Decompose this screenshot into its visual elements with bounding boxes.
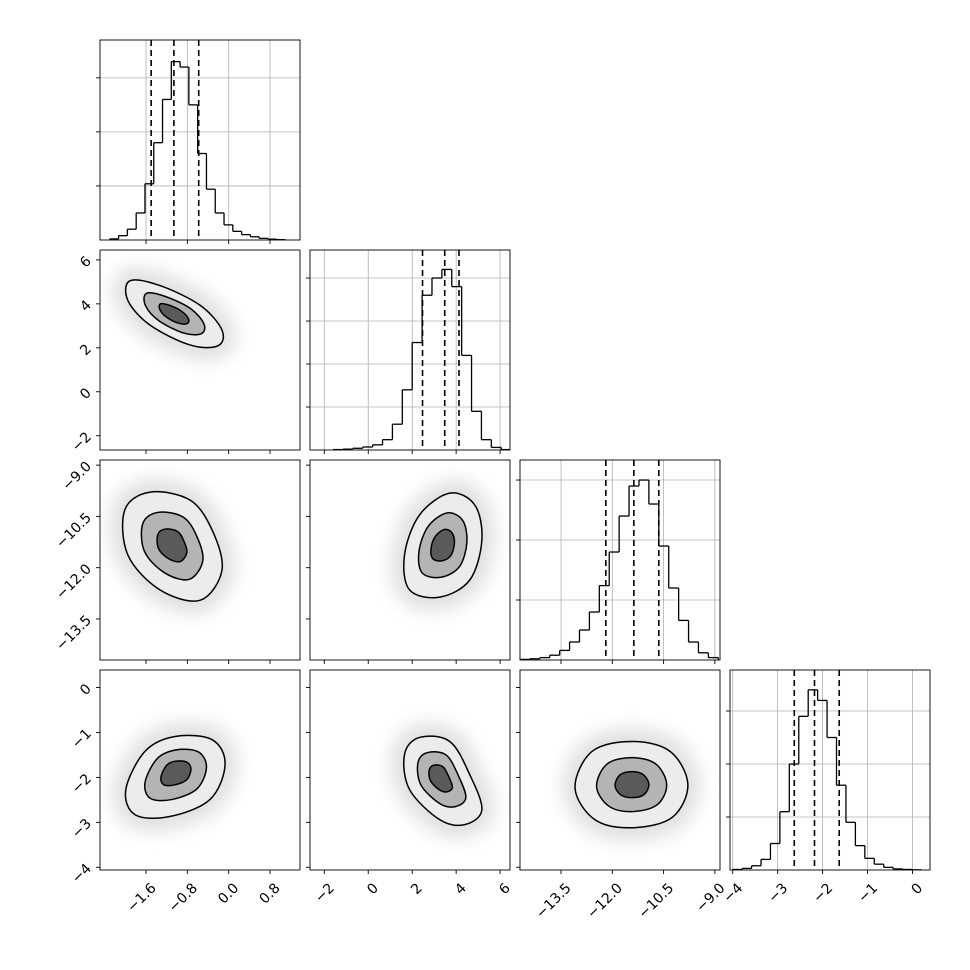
y-tick-label: 0	[77, 681, 95, 699]
x-tick-label: −2	[810, 880, 836, 906]
panel-frame	[99, 459, 301, 661]
x-tick-label: −1.6	[124, 880, 159, 915]
contours	[112, 722, 239, 832]
contour	[430, 528, 456, 562]
contour-panel: −13.5 −12.0 −10.5 −9.0	[53, 459, 301, 664]
x-tick-label: −0.8	[166, 880, 201, 915]
contours	[390, 479, 496, 611]
histogram	[332, 268, 510, 450]
histogram	[732, 689, 923, 870]
contours	[112, 266, 237, 361]
contour	[428, 764, 454, 793]
panel-frame	[519, 669, 721, 871]
panel-frame	[519, 459, 721, 661]
x-tick-label: −3	[765, 880, 791, 906]
contour	[614, 770, 650, 799]
x-tick-label: −4	[720, 880, 746, 906]
contour-panel: −13.5−12.0−10.5−9.0	[516, 669, 728, 922]
x-tick-label: 0	[364, 880, 382, 898]
contours	[109, 478, 236, 615]
y-tick-label: −9.0	[59, 459, 94, 494]
x-tick-label: −13.5	[533, 880, 575, 922]
y-tick-label: −13.5	[53, 612, 95, 654]
x-tick-label: −2	[312, 880, 338, 906]
y-tick-label: −2	[69, 771, 95, 797]
x-tick-label: 6	[496, 880, 514, 898]
panel-frame	[309, 249, 511, 451]
histogram-panel: −4 −3 −2 −1 0	[720, 669, 931, 906]
x-tick-label: −12.0	[584, 880, 626, 922]
histogram-panel	[306, 249, 511, 454]
x-tick-label: 0.8	[257, 880, 284, 907]
x-tick-label: −10.5	[636, 880, 678, 922]
y-tick-label: −1	[69, 726, 95, 752]
x-tick-label: −1	[855, 880, 881, 906]
y-tick-label: 6	[77, 253, 95, 271]
contour	[158, 302, 190, 325]
contours	[562, 728, 701, 841]
panel-frame	[309, 459, 511, 661]
histogram	[520, 479, 719, 660]
x-tick-label: 2	[408, 880, 426, 898]
contour-panel: −2 0 2 4 6	[306, 669, 514, 906]
y-tick-label: −2	[69, 429, 95, 455]
panel-frame	[99, 249, 301, 451]
panel-frame	[99, 39, 301, 241]
contour-panel	[306, 459, 511, 664]
contour	[160, 760, 192, 787]
y-tick-label: −12.0	[53, 561, 95, 603]
x-tick-label: 0.0	[215, 880, 242, 907]
histogram-panel	[96, 39, 301, 244]
panel-frame	[99, 669, 301, 871]
panel-frame	[729, 669, 931, 871]
y-tick-label: −10.5	[53, 510, 95, 552]
contour	[156, 528, 188, 563]
histogram	[109, 60, 287, 240]
panel-frame	[309, 669, 511, 871]
histogram-panel	[516, 459, 721, 664]
y-tick-label: 2	[77, 341, 95, 359]
y-tick-label: −4	[69, 861, 95, 887]
contour-panel: −1.6 −0.8 0.0 0.8 −4 −3 −2 −1 0	[69, 669, 301, 916]
y-tick-label: 0	[77, 385, 95, 403]
contours	[390, 723, 495, 839]
x-tick-label: 4	[452, 880, 470, 898]
y-tick-label: 4	[77, 297, 95, 315]
x-tick-label: 0	[908, 880, 926, 898]
contour-panel: −2 0 2 4 6	[69, 249, 301, 455]
y-tick-label: −3	[69, 816, 95, 842]
